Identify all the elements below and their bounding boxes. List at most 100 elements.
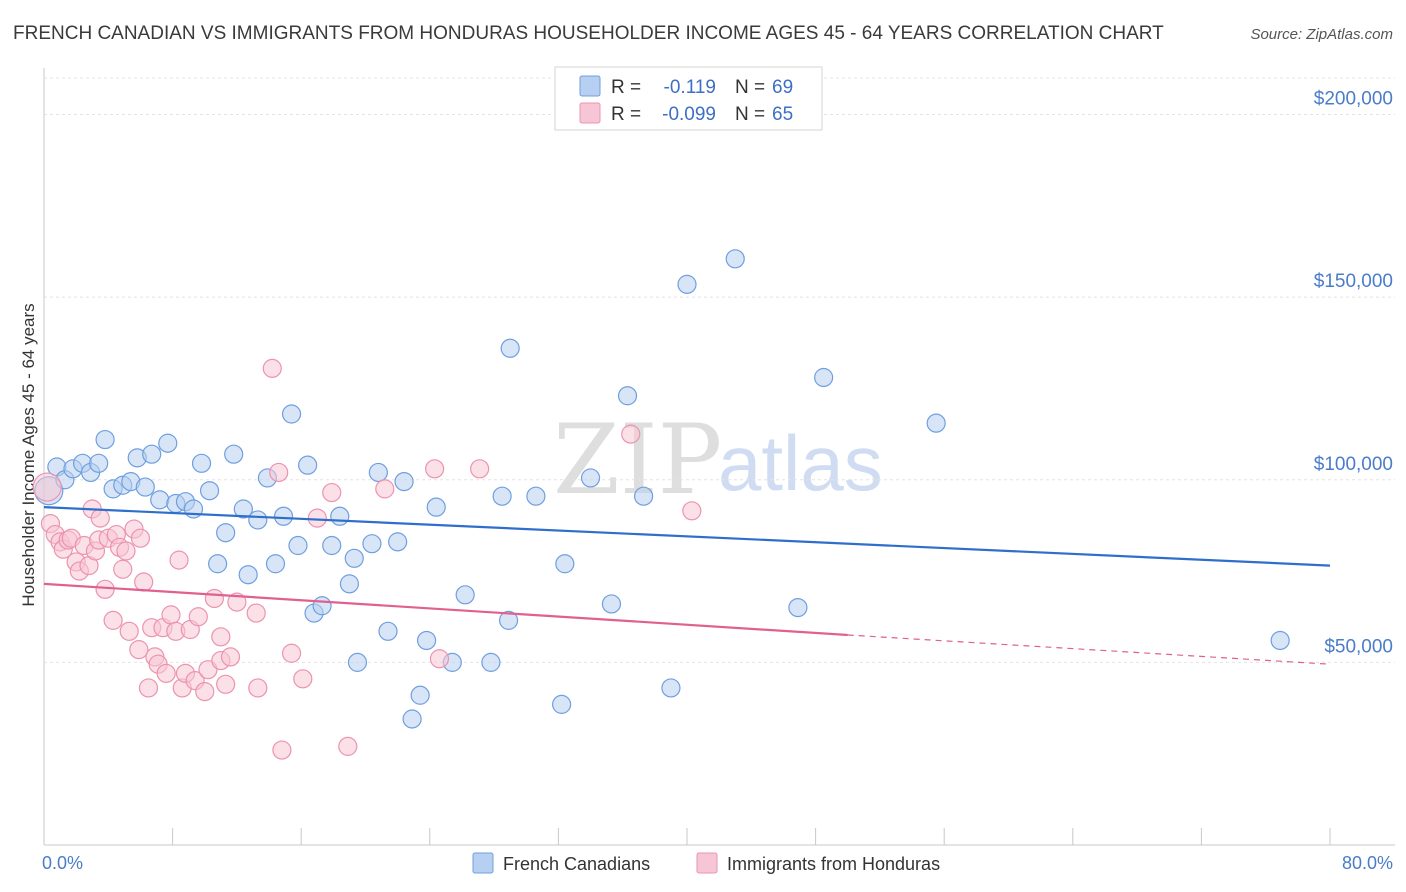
data-point	[492, 486, 512, 506]
data-point	[621, 424, 641, 444]
trend-line-0	[43, 506, 1331, 567]
data-point	[410, 685, 430, 705]
data-point	[339, 574, 360, 594]
data-point	[1270, 630, 1290, 651]
data-point	[90, 508, 110, 528]
data-point	[158, 433, 178, 453]
data-point	[426, 497, 446, 517]
data-point	[375, 479, 395, 499]
data-point	[113, 559, 133, 579]
legend-r-label-2: R =	[611, 104, 641, 125]
legend-n-label-1: N =	[735, 77, 765, 98]
data-point	[926, 413, 946, 433]
data-point	[161, 605, 181, 625]
data-point	[455, 585, 475, 605]
data-point	[233, 499, 253, 519]
data-point	[601, 594, 622, 614]
data-point	[135, 477, 155, 497]
y-tick-label: $50,000	[1324, 636, 1393, 657]
data-point	[682, 501, 702, 521]
data-point	[788, 597, 808, 618]
chart-source: Source: ZipAtlas.com	[1250, 26, 1393, 43]
data-point	[429, 649, 450, 669]
data-point	[362, 534, 382, 554]
data-point	[248, 510, 268, 530]
series-legend: French Canadians Immigrants from Hondura…	[472, 852, 940, 874]
data-point	[269, 462, 289, 483]
data-point	[394, 471, 414, 492]
y-tick-labels: $50,000 $100,000 $150,000 $200,000	[1314, 89, 1393, 658]
data-point	[402, 709, 422, 729]
data-point	[119, 621, 139, 641]
data-point	[298, 455, 318, 475]
y-tick-label: $150,000	[1314, 271, 1393, 292]
data-point	[661, 678, 681, 698]
data-point	[32, 472, 62, 502]
data-point	[677, 274, 697, 294]
data-point	[169, 550, 189, 570]
trend-lines	[43, 506, 1331, 665]
data-point	[262, 358, 282, 378]
y-tick-label: $200,000	[1314, 89, 1393, 110]
data-point	[103, 610, 123, 630]
axes	[43, 68, 1395, 846]
data-point	[116, 541, 136, 561]
data-point	[580, 468, 601, 488]
y-tick-label: $100,000	[1314, 454, 1393, 475]
data-point	[312, 596, 332, 616]
chart-title: FRENCH CANADIAN VS IMMIGRANTS FROM HONDU…	[13, 23, 1164, 44]
data-point	[281, 404, 302, 424]
legend-swatch-french-canadians	[579, 75, 601, 97]
data-point	[220, 647, 241, 667]
data-point	[388, 532, 408, 552]
data-point	[500, 338, 520, 358]
legend-r-value-french-canadians: -0.119	[664, 77, 716, 98]
data-point	[95, 429, 115, 450]
data-point	[470, 459, 490, 479]
data-point	[322, 482, 342, 503]
data-point	[273, 506, 294, 526]
y-axis-label: Householder Income Ages 45 - 64 years	[19, 303, 38, 606]
data-point	[227, 592, 247, 612]
data-point	[552, 694, 572, 714]
data-point	[322, 535, 342, 556]
data-point	[246, 603, 266, 623]
data-point	[224, 444, 244, 464]
data-point	[150, 490, 170, 510]
data-point	[134, 572, 154, 592]
legend-n-label-2: N =	[735, 104, 765, 125]
data-point	[378, 621, 398, 641]
data-point	[156, 663, 176, 683]
series-legend-swatch-french-canadians	[472, 852, 494, 874]
data-point	[199, 481, 220, 501]
data-point	[216, 674, 236, 694]
data-point	[138, 678, 159, 698]
data-point	[188, 607, 208, 627]
data-point	[272, 740, 292, 760]
correlation-legend: R = -0.119 N = 69 R = -0.099 N = 65	[554, 66, 823, 131]
trend-line-extension-1	[847, 634, 1331, 665]
data-point	[195, 681, 215, 702]
series-legend-label-french-canadians: French Canadians	[503, 854, 650, 874]
data-point	[725, 249, 745, 269]
data-point	[307, 508, 327, 528]
data-point	[142, 444, 162, 464]
data-point	[95, 579, 115, 599]
data-point	[633, 486, 654, 506]
x-tick-label-max: 80.0%	[1342, 853, 1393, 873]
data-point	[293, 669, 313, 689]
legend-swatch-honduras	[579, 102, 601, 124]
data-point	[89, 453, 109, 473]
data-point	[216, 523, 236, 543]
data-point	[481, 652, 501, 672]
series-legend-label-honduras: Immigrants from Honduras	[727, 854, 940, 874]
legend-r-label-1: R =	[611, 77, 641, 98]
data-point	[814, 367, 834, 388]
legend-n-value-french-canadians: 69	[772, 77, 793, 98]
data-point	[208, 554, 228, 574]
x-tick-label-min: 0.0%	[42, 853, 83, 873]
data-point	[281, 643, 302, 663]
data-point	[129, 639, 149, 660]
data-point	[248, 678, 268, 698]
